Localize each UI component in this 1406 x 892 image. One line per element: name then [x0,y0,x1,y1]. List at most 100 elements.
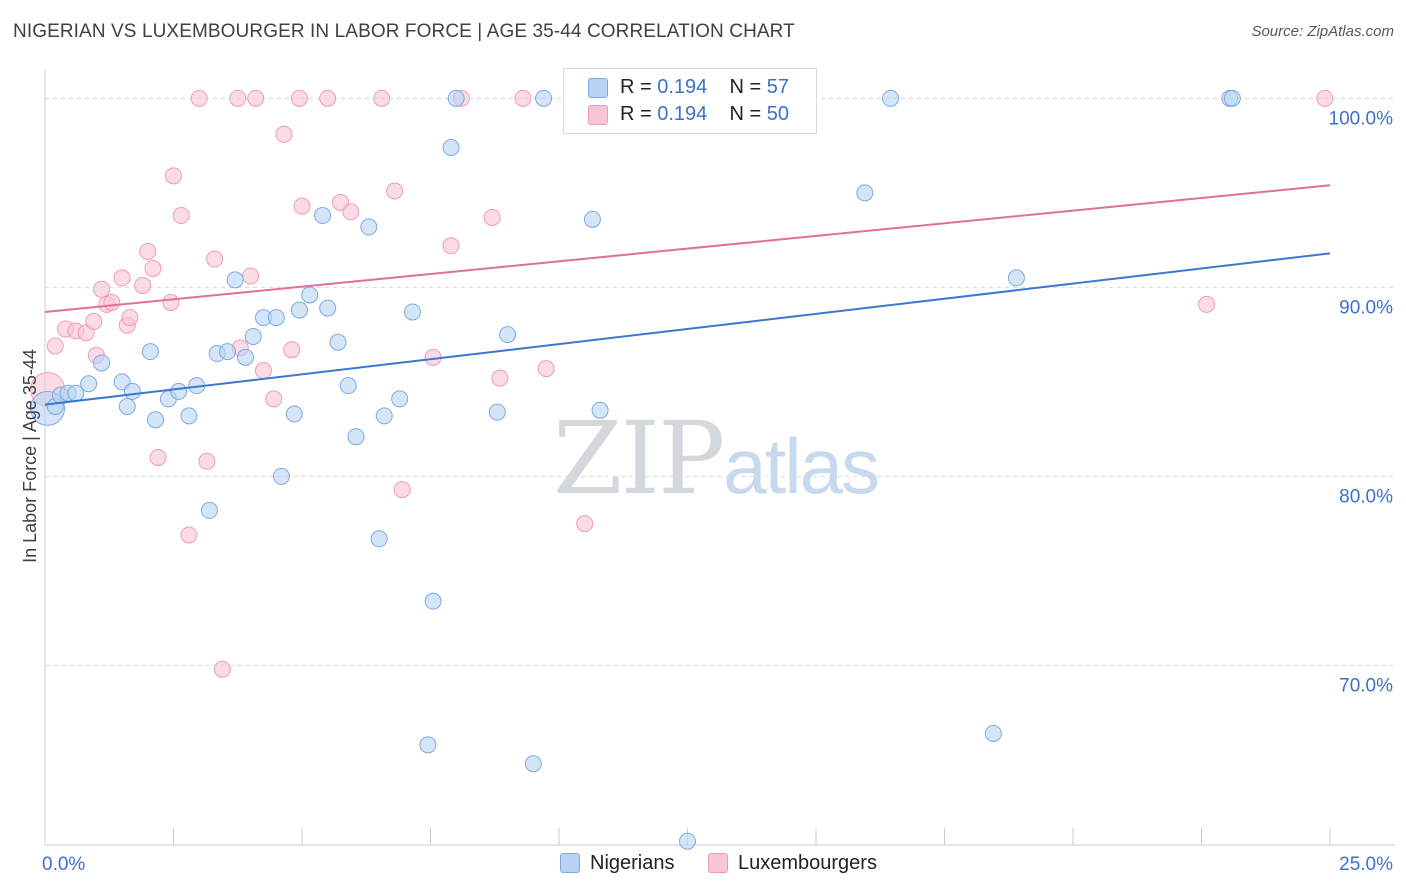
nigerian-point [285,405,303,423]
nigerian-point [499,326,517,344]
n-label: N = [729,76,767,98]
luxembourger-point [144,259,162,277]
stats-legend: R = 0.194 N = 57 R = 0.194 N = 50 [563,68,817,134]
luxembourger-point [93,280,111,298]
luxembourger-point [180,526,198,544]
legend-text: R = 0.194 N = 50 [620,103,789,126]
nigerian-point [488,403,506,421]
legend-text: R = 0.194 N = 57 [620,76,789,99]
luxembourger-trendline [44,184,1331,313]
luxembourger-point [265,390,283,408]
nigerian-point [984,724,1002,742]
nigerian-point [1223,89,1241,107]
luxembourger-point [290,89,308,107]
r-label: R = [620,76,658,98]
nigerian-point [391,390,409,408]
y-tick-label: 100.0% [1329,108,1394,129]
luxembourger-point [229,89,247,107]
nigerian-point [583,210,601,228]
nigerian-point [370,530,388,548]
luxembourger-point [275,125,293,143]
luxembourger-point [514,89,532,107]
luxembourger-point [206,250,224,268]
luxembourger-point [491,369,509,387]
luxembourger-point [483,208,501,226]
nigerian-point [301,286,319,304]
luxembourger-point [373,89,391,107]
n-value: 57 [766,76,790,98]
axes [44,70,1395,846]
nigerian-point [226,271,244,289]
nigerian-trendline [44,252,1331,406]
nigerian-point [535,89,553,107]
nigerian-point [679,832,696,850]
luxembourger-point [113,269,131,287]
nigerian-point [524,755,542,773]
nigerian-point [267,309,285,327]
luxembourger-point [103,294,121,311]
nigerian-point [442,139,460,156]
nigerian-point [244,328,262,346]
nigerian-point [236,348,254,366]
watermark-zip: ZIP [553,400,725,517]
nigerians-label: Nigerians [590,852,675,874]
nigerian-point [447,89,465,107]
trend-lines [44,184,1331,406]
luxembourger-point [342,203,360,221]
luxembourger-point [190,89,208,107]
luxembourger-point [293,197,311,215]
luxembourger-point [537,360,555,378]
luxembourgers-swatch [588,105,608,125]
luxembourger-point [149,449,167,466]
nigerians-swatch [560,853,580,873]
nigerian-point [329,333,347,351]
nigerian-point [591,401,609,419]
y-tick-label: 90.0% [1339,297,1393,318]
nigerian-point [141,343,159,361]
luxembourger-point [121,309,139,327]
y-tick-label: 70.0% [1339,675,1393,696]
luxembourger-point [442,237,460,255]
gridlines [45,97,1395,666]
luxembourger-point [46,337,64,355]
luxembourgers-swatch [708,853,728,873]
source-credit: Source: ZipAtlas.com [1251,23,1394,40]
nigerian-point [339,377,357,395]
luxembourger-point [393,481,411,499]
r-value: 0.194 [657,76,708,98]
luxembourger-point [254,362,272,380]
luxembourger-points [30,89,1334,678]
luxembourger-point [247,89,265,107]
nigerian-point [424,592,442,610]
luxembourger-point [162,294,180,311]
luxembourger-point [85,312,103,330]
nigerian-points [30,89,1241,850]
nigerian-point [1007,269,1025,287]
nigerian-point [375,407,393,425]
x-tick-label: 0.0% [42,854,85,875]
y-tick-label: 80.0% [1339,486,1393,507]
r-value: 0.194 [657,103,708,125]
luxembourger-point [213,660,231,678]
luxembourger-point [134,276,152,294]
luxembourger-point [576,515,594,533]
nigerian-point [856,184,874,202]
n-label: N = [729,103,767,125]
luxembourger-point [139,242,157,260]
luxembourger-point [165,167,182,185]
nigerian-point [170,382,188,400]
nigerian-point [882,89,900,107]
chart-title: NIGERIAN VS LUXEMBOURGER IN LABOR FORCE … [13,21,795,42]
nigerian-point [180,407,198,425]
r-label: R = [620,103,658,125]
x-tick-label: 25.0% [1339,854,1393,875]
nigerian-point [123,382,141,400]
luxembourger-point [1198,295,1216,313]
watermark-atlas: atlas [723,422,880,510]
luxembourger-point [283,341,301,359]
nigerians-swatch [588,78,608,98]
luxembourger-point [242,267,260,285]
watermark: ZIPatlas [553,400,880,517]
n-value: 50 [766,103,790,125]
